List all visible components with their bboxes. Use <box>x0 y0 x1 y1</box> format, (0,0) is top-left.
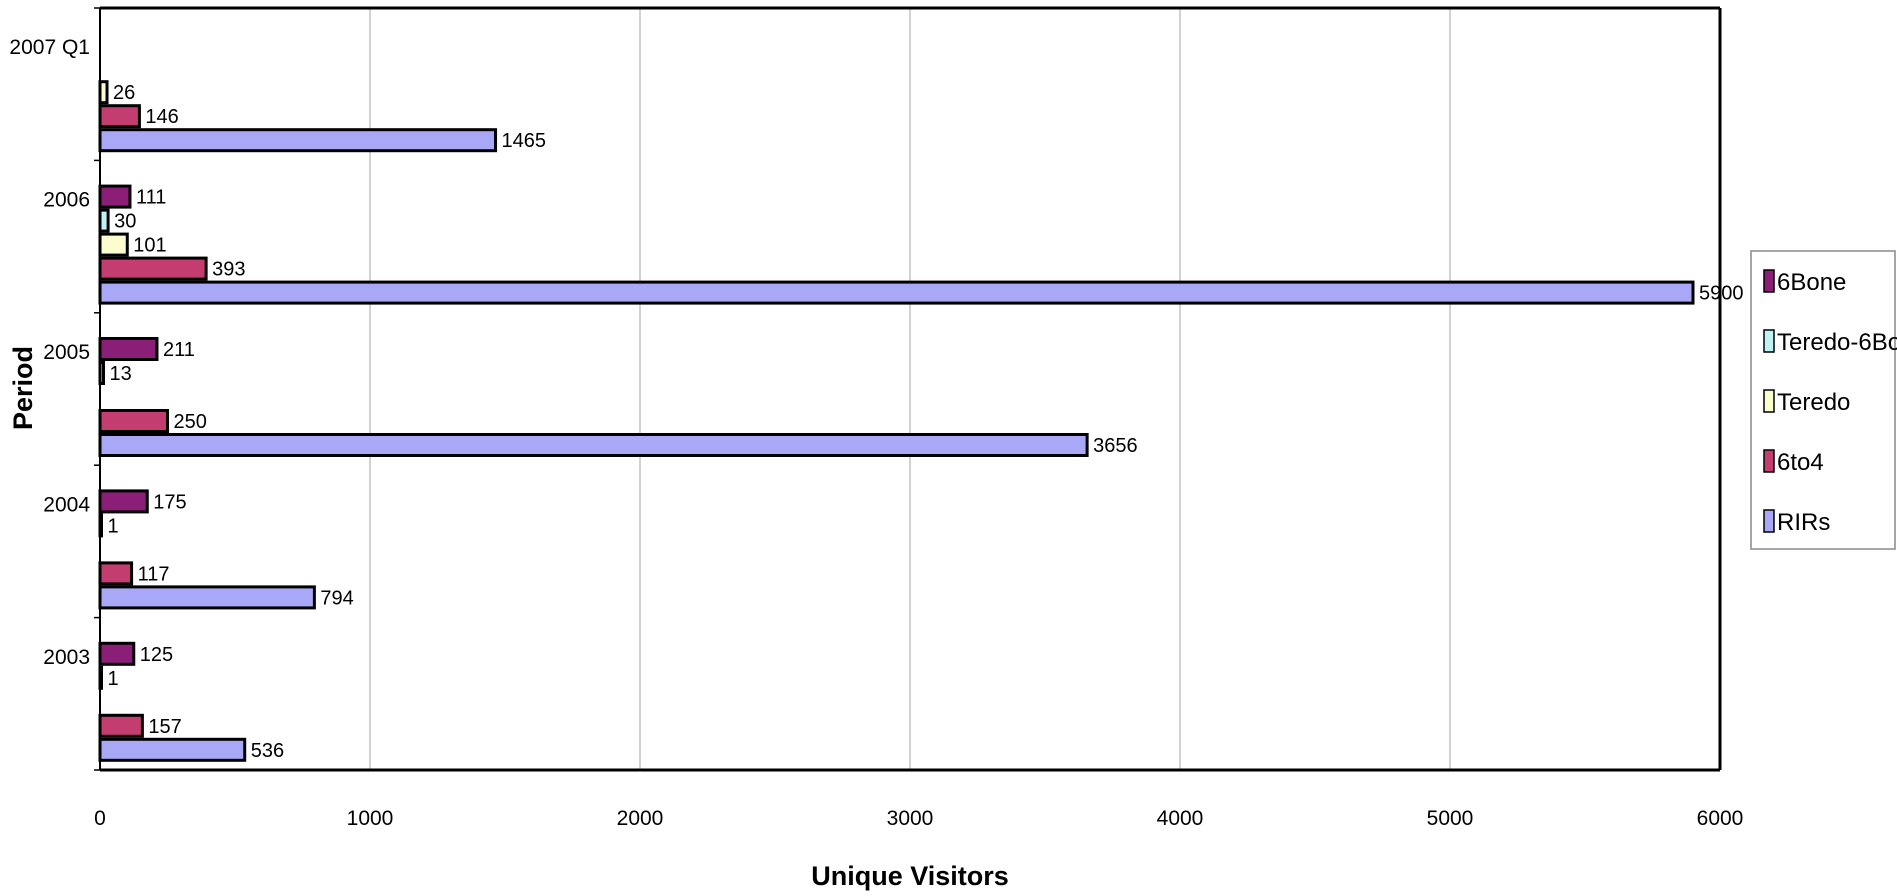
bar-6to4 <box>98 409 169 433</box>
bars <box>98 80 1695 762</box>
bar-6to4 <box>98 713 144 738</box>
data-label: 5900 <box>1699 283 1744 305</box>
data-label: 794 <box>320 587 353 609</box>
plot-frame <box>94 6 1722 772</box>
data-label: 1 <box>108 515 119 537</box>
legend-swatch <box>1763 449 1775 473</box>
data-label: 1 <box>108 668 119 690</box>
bar-rirs <box>98 128 498 153</box>
legend-label: RIRs <box>1777 509 1830 536</box>
data-label: 30 <box>114 211 136 233</box>
y-axis-title: Period <box>8 346 38 430</box>
bar-rirs <box>98 737 247 762</box>
x-axis-title: Unique Visitors <box>811 861 1009 891</box>
bar-6bone <box>98 489 149 514</box>
data-label: 117 <box>138 563 170 585</box>
x-tick-label: 6000 <box>1697 807 1744 830</box>
data-label: 157 <box>148 716 181 738</box>
x-tick-label: 0 <box>94 807 106 830</box>
bar-6to4 <box>98 256 208 281</box>
y-tick-label: 2004 <box>43 493 90 516</box>
x-tick-label: 5000 <box>1427 807 1474 830</box>
data-label: 3656 <box>1093 435 1138 457</box>
legend-swatch <box>1763 329 1775 353</box>
data-label: 125 <box>140 644 173 666</box>
x-tick-label: 1000 <box>347 807 394 830</box>
bar-rirs <box>98 433 1089 457</box>
data-label: 393 <box>212 259 245 281</box>
legend-label: 6to4 <box>1777 449 1824 476</box>
legend-swatch <box>1763 509 1775 533</box>
y-tick-label: 2006 <box>43 189 90 212</box>
bar-6bone <box>98 641 136 666</box>
legend-label: 6Bone <box>1777 269 1846 296</box>
data-label: 101 <box>133 235 166 257</box>
data-label: 211 <box>163 339 195 361</box>
y-tick-label: 2003 <box>43 646 90 669</box>
bar-teredo <box>98 232 129 257</box>
data-label: 1465 <box>502 130 547 152</box>
axis-ticks: 0 1000 2000 3000 4000 5000 6000 2003 2004 2005 200… <box>9 36 1743 830</box>
legend-box <box>1750 250 1896 550</box>
legend-swatch <box>1763 269 1775 293</box>
data-label: 13 <box>110 363 132 385</box>
bar-6to4 <box>98 561 134 586</box>
bar-teredo-6bone <box>98 208 110 233</box>
gridlines <box>369 8 1451 770</box>
legend-label: Teredo <box>1777 389 1850 416</box>
data-label: 146 <box>145 106 178 128</box>
data-label: 111 <box>136 187 166 209</box>
bar-rirs <box>98 585 316 610</box>
legend: 6Bone Teredo-6Bone Teredo 6to4 RIRs <box>1750 250 1897 550</box>
data-label: 250 <box>174 411 207 433</box>
data-label: 536 <box>251 740 284 762</box>
legend-label: Teredo-6Bone <box>1777 329 1897 356</box>
y-tick-label: 2007 Q1 <box>9 36 90 59</box>
bar-rirs <box>98 280 1695 305</box>
x-tick-label: 2000 <box>617 807 664 830</box>
bar-6bone <box>98 337 159 361</box>
data-label: 175 <box>153 491 186 513</box>
data-labels: 125 1 157 536 175 1 117 794 211 13 250 3656 11130101… <box>108 82 1744 762</box>
bar-6bone <box>98 184 132 209</box>
legend-swatch <box>1763 389 1775 413</box>
bar-6to4 <box>98 104 141 129</box>
bar-teredo <box>98 80 109 105</box>
x-tick-label: 4000 <box>1157 807 1204 830</box>
y-tick-label: 2005 <box>43 341 90 364</box>
data-label: 26 <box>113 82 135 104</box>
x-tick-label: 3000 <box>887 807 934 830</box>
